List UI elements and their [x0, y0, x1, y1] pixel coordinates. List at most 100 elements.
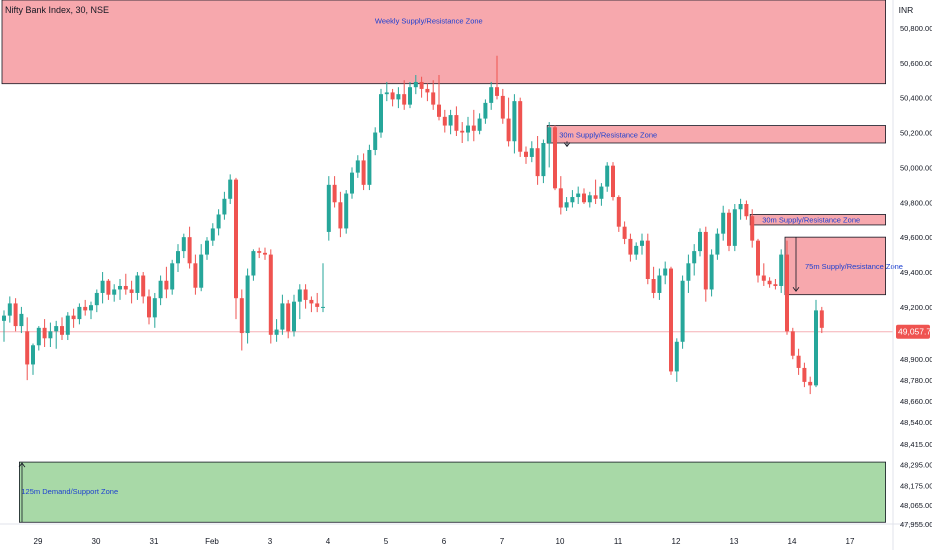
- candle-98: [570, 190, 575, 208]
- candle-38: [222, 191, 227, 220]
- price-tick-5: 49,800.00: [900, 198, 932, 207]
- candle-63: [367, 144, 372, 191]
- candle-81: [471, 109, 476, 142]
- price-tick-1: 50,600.00: [900, 59, 932, 68]
- time-axis[interactable]: 29 30 31 Feb 3 4 5 6 7 10 11 12 13 14 17: [34, 537, 855, 546]
- candle-body: [152, 298, 157, 318]
- candle-127: [738, 198, 743, 220]
- candle-body: [651, 279, 656, 293]
- zone-demand-4: [18, 461, 887, 523]
- candle-40: [234, 177, 238, 320]
- time-tick-13: 14: [788, 537, 797, 546]
- candle-body: [123, 285, 128, 290]
- candle-67: [390, 88, 395, 107]
- candle-body: [721, 212, 726, 234]
- candle-97: [564, 197, 569, 211]
- candle-body: [367, 149, 372, 185]
- candle-54: [315, 292, 320, 313]
- candle-body: [7, 303, 12, 316]
- candle-body: [332, 184, 337, 203]
- candle-body: [767, 280, 772, 285]
- last-price-badge-bg: [896, 324, 930, 339]
- chart-title: Nifty Bank Index, 30, NSE: [5, 5, 109, 15]
- candle-61: [355, 155, 360, 178]
- candle-body: [100, 280, 105, 293]
- candle-body: [715, 233, 720, 255]
- candle-body: [512, 101, 517, 142]
- candle-86: [500, 88, 505, 124]
- price-tick-13: 48,415.00: [900, 440, 932, 449]
- time-tick-14: 17: [846, 537, 855, 546]
- candle-66: [384, 81, 389, 102]
- candle-body: [228, 179, 233, 199]
- candle-body: [616, 197, 621, 227]
- candle-body: [205, 240, 209, 255]
- candle-5: [31, 343, 35, 375]
- candle-body: [442, 116, 447, 126]
- candle-body: [785, 254, 789, 332]
- candle-23: [135, 272, 140, 300]
- candle-140: [814, 299, 818, 388]
- candle-body: [419, 81, 424, 89]
- candle-48: [280, 294, 285, 335]
- candle-body: [698, 231, 702, 252]
- candle-body: [582, 193, 586, 203]
- candle-76: [442, 109, 447, 133]
- candle-body: [692, 251, 697, 264]
- candle-body: [344, 193, 349, 229]
- candle-body: [709, 254, 714, 290]
- candle-13: [77, 303, 82, 325]
- time-tick-12: 13: [730, 537, 739, 546]
- candle-body: [274, 329, 279, 335]
- candle-134: [779, 249, 784, 293]
- price-axis[interactable]: 50,800.00 50,600.00 50,400.00 50,200.00 50,0…: [900, 24, 932, 529]
- candle-body: [48, 331, 53, 339]
- zone-label-3: 75m Supply/Resistance Zone: [805, 262, 903, 271]
- candle-69: [402, 80, 407, 110]
- candle-25: [147, 289, 151, 325]
- candle-3: [19, 306, 24, 334]
- time-tick-5: 4: [326, 537, 331, 546]
- candle-body: [558, 188, 563, 208]
- time-tick-7: 6: [442, 537, 447, 546]
- candle-132: [767, 277, 772, 288]
- candle-body: [31, 345, 35, 365]
- price-tick-17: 47,955.00: [900, 520, 932, 529]
- candle-body: [141, 275, 146, 297]
- candle-body: [576, 193, 581, 198]
- candle-body: [303, 289, 308, 300]
- candle-2: [13, 298, 18, 332]
- candle-15: [89, 301, 93, 320]
- candle-22: [129, 280, 134, 304]
- candle-58: [338, 191, 343, 238]
- candle-135: [785, 240, 789, 335]
- candle-body: [2, 315, 6, 321]
- candle-53: [309, 296, 314, 313]
- candle-116: [674, 338, 679, 382]
- candle-body: [199, 254, 204, 288]
- candle-body: [553, 127, 557, 189]
- candle-body: [193, 263, 198, 288]
- candle-body: [471, 125, 476, 131]
- candle-99: [576, 186, 581, 205]
- candle-109: [634, 242, 639, 260]
- candle-body: [19, 313, 24, 327]
- candle-body: [89, 305, 93, 311]
- time-tick-6: 5: [384, 537, 389, 546]
- candle-141: [819, 306, 824, 334]
- candle-46: [268, 249, 273, 344]
- candle-20: [118, 279, 122, 300]
- candle-body: [13, 303, 18, 327]
- price-tick-4: 50,000.00: [900, 163, 932, 172]
- candle-139: [808, 376, 813, 395]
- candle-body: [732, 209, 737, 246]
- candle-64: [373, 127, 378, 156]
- candle-body: [216, 214, 221, 229]
- candle-body: [94, 292, 99, 306]
- candle-14: [83, 299, 88, 316]
- candle-body: [808, 381, 813, 386]
- candle-body: [408, 87, 412, 105]
- candle-115: [669, 266, 673, 375]
